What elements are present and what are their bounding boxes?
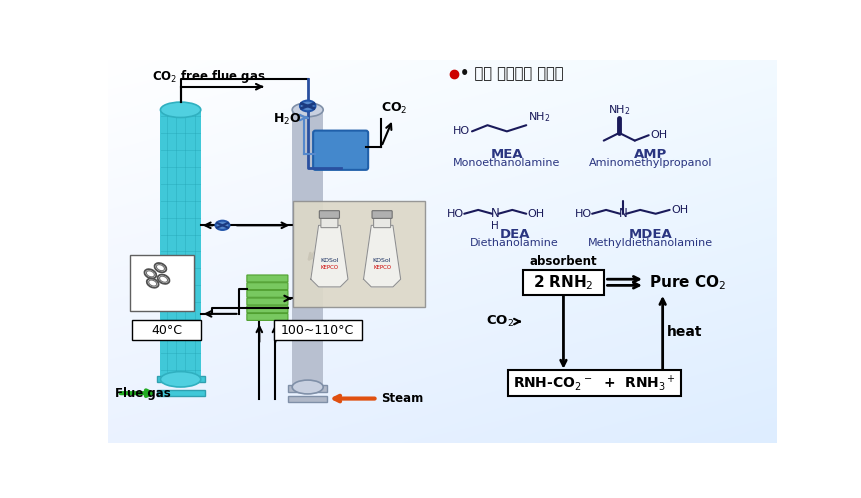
- Text: • 주요 아민계열 흥수제: • 주요 아민계열 흥수제: [460, 66, 563, 81]
- Text: N: N: [618, 207, 627, 220]
- Text: HO: HO: [447, 209, 464, 219]
- Ellipse shape: [300, 101, 315, 112]
- Ellipse shape: [160, 372, 201, 387]
- FancyBboxPatch shape: [246, 290, 288, 297]
- Text: OH: OH: [671, 205, 687, 215]
- FancyBboxPatch shape: [273, 320, 362, 340]
- Polygon shape: [363, 225, 400, 287]
- Text: Methyldiethanolamine: Methyldiethanolamine: [587, 238, 712, 248]
- Polygon shape: [311, 225, 348, 287]
- Text: KEPCO: KEPCO: [320, 265, 338, 270]
- Text: RNH-CO$_2$$^-$  +  RNH$_3$$^+$: RNH-CO$_2$$^-$ + RNH$_3$$^+$: [512, 374, 675, 393]
- FancyBboxPatch shape: [130, 255, 194, 311]
- FancyBboxPatch shape: [319, 211, 339, 219]
- FancyBboxPatch shape: [293, 201, 424, 307]
- FancyBboxPatch shape: [157, 390, 204, 396]
- FancyBboxPatch shape: [160, 110, 201, 379]
- FancyBboxPatch shape: [132, 320, 201, 340]
- Text: Pure CO$_2$: Pure CO$_2$: [648, 273, 725, 292]
- FancyBboxPatch shape: [157, 376, 204, 382]
- Text: Monoethanolamine: Monoethanolamine: [453, 158, 560, 168]
- Text: DEA: DEA: [499, 228, 530, 241]
- FancyBboxPatch shape: [313, 130, 368, 170]
- Text: absorbent: absorbent: [529, 255, 597, 268]
- FancyBboxPatch shape: [292, 110, 323, 387]
- FancyBboxPatch shape: [523, 270, 603, 295]
- Ellipse shape: [292, 380, 323, 394]
- Text: Aminomethylpropanol: Aminomethylpropanol: [588, 158, 711, 168]
- Text: N: N: [490, 207, 499, 220]
- Text: H: H: [491, 222, 499, 232]
- Text: MDEA: MDEA: [628, 228, 672, 241]
- FancyBboxPatch shape: [320, 215, 338, 228]
- Text: NH$_2$: NH$_2$: [527, 110, 549, 124]
- Text: KEPCO: KEPCO: [373, 265, 391, 270]
- Text: OH: OH: [527, 209, 544, 219]
- Text: KDSol: KDSol: [373, 258, 391, 263]
- Text: 2 RNH$_2$: 2 RNH$_2$: [532, 273, 593, 292]
- Ellipse shape: [215, 221, 229, 230]
- Text: 100~110°C: 100~110°C: [280, 324, 353, 337]
- Text: H$_2$O: H$_2$O: [273, 112, 301, 126]
- FancyBboxPatch shape: [246, 275, 288, 282]
- Text: heat: heat: [666, 325, 701, 339]
- Text: KDSol: KDSol: [319, 258, 338, 263]
- Text: Steam: Steam: [381, 392, 423, 405]
- Text: Diethanolamine: Diethanolamine: [470, 238, 558, 248]
- FancyBboxPatch shape: [246, 283, 288, 290]
- FancyBboxPatch shape: [373, 215, 390, 228]
- Ellipse shape: [160, 102, 201, 118]
- Text: Flue gas: Flue gas: [115, 386, 171, 400]
- FancyBboxPatch shape: [246, 298, 288, 305]
- FancyBboxPatch shape: [246, 306, 288, 313]
- Text: OH: OH: [649, 130, 666, 140]
- FancyBboxPatch shape: [288, 396, 326, 402]
- Ellipse shape: [292, 103, 323, 117]
- Text: AMP: AMP: [633, 148, 666, 161]
- Text: CO$_2$ free flue gas: CO$_2$ free flue gas: [152, 68, 265, 85]
- FancyBboxPatch shape: [246, 313, 288, 320]
- Text: CO$_2$: CO$_2$: [486, 314, 513, 329]
- Text: 40°C: 40°C: [151, 324, 182, 337]
- FancyBboxPatch shape: [507, 370, 680, 396]
- Text: NH$_2$: NH$_2$: [607, 103, 629, 117]
- Text: HO: HO: [574, 209, 592, 219]
- FancyBboxPatch shape: [288, 385, 326, 391]
- Text: HO: HO: [453, 126, 470, 136]
- Text: CO$_2$: CO$_2$: [381, 101, 407, 116]
- FancyBboxPatch shape: [372, 211, 392, 219]
- Text: MEA: MEA: [490, 148, 523, 161]
